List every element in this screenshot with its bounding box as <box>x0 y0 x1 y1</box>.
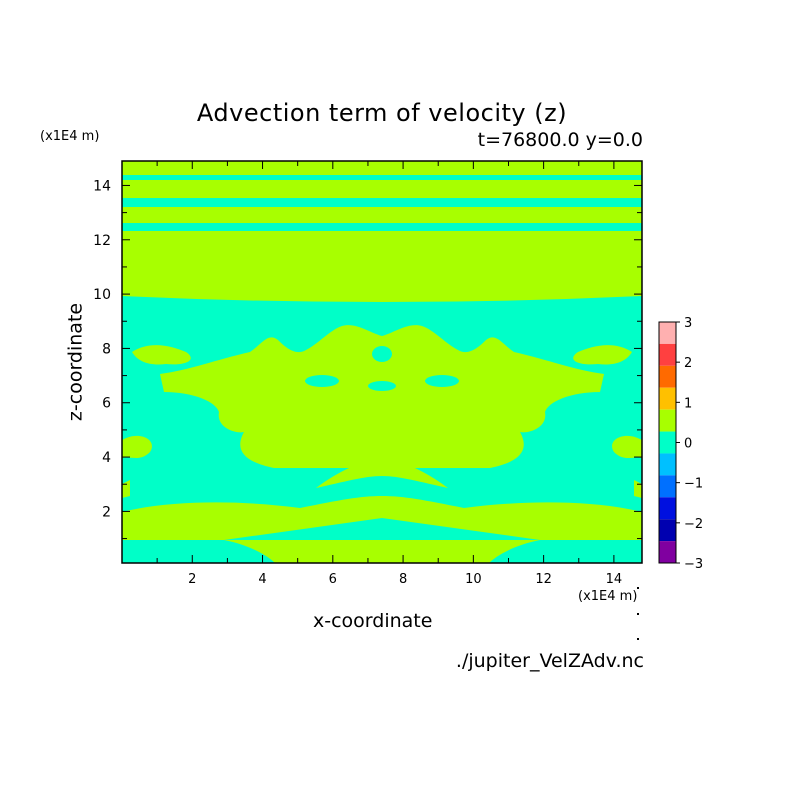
y-tick-label: 2 <box>102 504 111 520</box>
y-axis-unit: (x1E4 m) <box>40 129 100 144</box>
chart-title: Advection term of velocity (z) <box>196 99 568 127</box>
colorbar <box>658 321 680 564</box>
colorbar-swatch <box>659 409 676 432</box>
x-tick-label: 2 <box>188 572 196 587</box>
colorbar-swatch <box>659 519 676 542</box>
colorbar-swatch <box>659 322 676 344</box>
colorbar-label: 1 <box>684 396 692 411</box>
y-tick-label: 4 <box>102 450 111 466</box>
source-filename: ./jupiter_VelZAdv.nc <box>455 650 644 672</box>
colorbar-label: −1 <box>684 477 703 492</box>
x-tick-label: 12 <box>535 572 552 587</box>
x-tick-label: 4 <box>258 572 266 587</box>
colorbar-swatch <box>659 387 676 410</box>
x-axis-label: x-coordinate <box>313 610 433 632</box>
colorbar-swatch <box>659 365 676 388</box>
colorbar-label: −3 <box>684 557 703 572</box>
colorbar-swatch <box>659 453 676 476</box>
marker-dot <box>637 613 639 615</box>
marker-dot <box>637 638 639 640</box>
colorbar-label: 0 <box>684 437 692 452</box>
y-tick-label: 14 <box>93 178 111 194</box>
colorbar-label: −2 <box>684 517 703 532</box>
colorbar-label: 2 <box>684 356 692 371</box>
colorbar-swatch <box>659 431 676 454</box>
y-tick-label: 12 <box>93 233 111 249</box>
x-tick-label: 6 <box>329 572 337 587</box>
x-tick-label: 14 <box>606 572 623 587</box>
x-tick-label: 10 <box>465 572 482 587</box>
colorbar-swatch <box>659 343 676 366</box>
colorbar-label: 3 <box>684 316 692 331</box>
y-tick-label: 10 <box>93 287 111 303</box>
colorbar-swatch <box>659 497 676 520</box>
y-tick-label: 6 <box>102 396 111 412</box>
colorbar-swatch <box>659 541 676 563</box>
x-axis-unit: (x1E4 m) <box>578 589 638 604</box>
marker-dot <box>637 587 639 589</box>
x-tick-label: 8 <box>399 572 407 587</box>
colorbar-swatch <box>659 475 676 498</box>
chart-subtitle: t=76800.0 y=0.0 <box>477 129 643 151</box>
y-tick-label: 8 <box>102 341 111 357</box>
